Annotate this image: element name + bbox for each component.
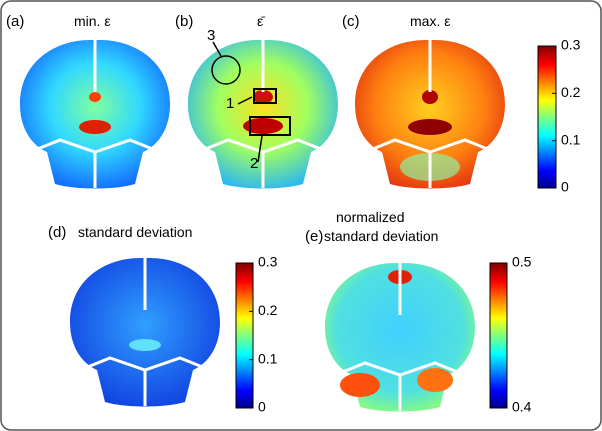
panel-title: ε̄ xyxy=(257,13,265,29)
colorbar xyxy=(537,45,557,189)
brain-map xyxy=(70,253,220,408)
tick-label: 0.2 xyxy=(561,84,581,100)
panel-label: (c) xyxy=(342,13,360,30)
tick-label: 0.5 xyxy=(512,254,532,270)
panel-title: max. ε xyxy=(410,13,450,29)
panel-label: (a) xyxy=(6,13,24,30)
panel-title: standard deviation xyxy=(78,224,192,240)
tick-label: 0 xyxy=(258,399,266,415)
tick-label: 0 xyxy=(561,179,569,195)
panel-title: normalized xyxy=(336,209,404,225)
colorbar xyxy=(489,262,508,409)
brain-map xyxy=(188,35,338,190)
tick-label: 0.3 xyxy=(258,254,278,270)
tick-label: 0.3 xyxy=(561,37,581,53)
annotation: 1 xyxy=(226,95,234,112)
panel-label: (e) xyxy=(305,228,323,245)
brain-map xyxy=(325,258,475,413)
brain-map xyxy=(355,35,505,190)
tick-label: 0.2 xyxy=(258,302,278,318)
colorbar xyxy=(235,262,254,409)
panel-title: min. ε xyxy=(74,13,111,29)
panel-title: standard deviation xyxy=(324,228,438,244)
tick-label: 0.4 xyxy=(512,399,532,415)
panel-label: (d) xyxy=(48,224,66,241)
tick-label: 0.1 xyxy=(561,131,581,147)
annotation: 2 xyxy=(250,155,258,172)
panel-label: (b) xyxy=(175,13,193,30)
brain-map xyxy=(20,35,170,190)
tick-label: 0.1 xyxy=(258,350,278,366)
annotation: 3 xyxy=(207,27,215,44)
